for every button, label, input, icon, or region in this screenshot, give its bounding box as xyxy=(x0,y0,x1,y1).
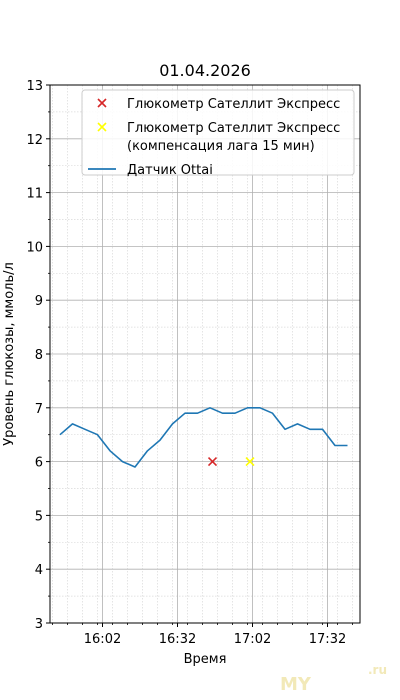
grid xyxy=(50,84,360,624)
x-marker-stroke xyxy=(97,98,107,108)
legend-handle-marker xyxy=(97,98,107,108)
y-tick-label: 8 xyxy=(35,348,43,363)
x-tick-label: 17:32 xyxy=(309,632,346,647)
legend-label: Глюкометр Сателлит Экспресс xyxy=(127,121,340,136)
watermark-text: MY xyxy=(280,674,312,695)
x-tick-label: 17:02 xyxy=(234,632,271,647)
y-axis-label: Уровень глюкозы, ммоль/л xyxy=(2,262,17,446)
watermark-suffix: .ru xyxy=(368,663,387,677)
y-tick-label: 13 xyxy=(26,79,43,94)
axes: 3 4 5 6 7 8 9 10 11 12 13 16:02 16:32 17:02 17:32 xyxy=(26,79,361,647)
y-tick-label: 3 xyxy=(35,617,43,632)
x-marker-stroke xyxy=(207,457,218,467)
watermark: MY .ru xyxy=(280,663,387,695)
y-tick-label: 10 xyxy=(26,240,43,255)
legend-label: Датчик Ottai xyxy=(127,163,213,178)
y-tick-label: 4 xyxy=(35,563,43,578)
legend-handle-marker xyxy=(97,122,107,132)
plot-area xyxy=(59,406,348,468)
y-tick-label: 6 xyxy=(35,456,43,471)
x-tick-label: 16:32 xyxy=(159,632,196,647)
x-marker-stroke xyxy=(245,457,255,467)
legend-box xyxy=(81,89,355,176)
scatter-point xyxy=(207,457,218,467)
x-axis-label: Время xyxy=(184,652,227,667)
y-tick-label: 9 xyxy=(35,294,43,309)
y-tick-label: 7 xyxy=(35,402,43,417)
legend-label: Глюкометр Сателлит Экспресс xyxy=(127,97,340,112)
y-tick-label: 11 xyxy=(26,187,43,202)
x-marker-stroke xyxy=(97,122,107,132)
chart-title: 01.04.2026 xyxy=(159,61,251,80)
scatter-point xyxy=(245,457,255,467)
legend: Глюкометр Сателлит Экспресс Глюкометр Сат… xyxy=(81,89,355,178)
series-line-ottai xyxy=(59,406,348,468)
y-tick-label: 5 xyxy=(35,509,43,524)
x-tick-label: 16:02 xyxy=(84,632,121,647)
y-tick-label: 12 xyxy=(26,133,43,148)
legend-label: (компенсация лага 15 мин) xyxy=(127,139,315,154)
